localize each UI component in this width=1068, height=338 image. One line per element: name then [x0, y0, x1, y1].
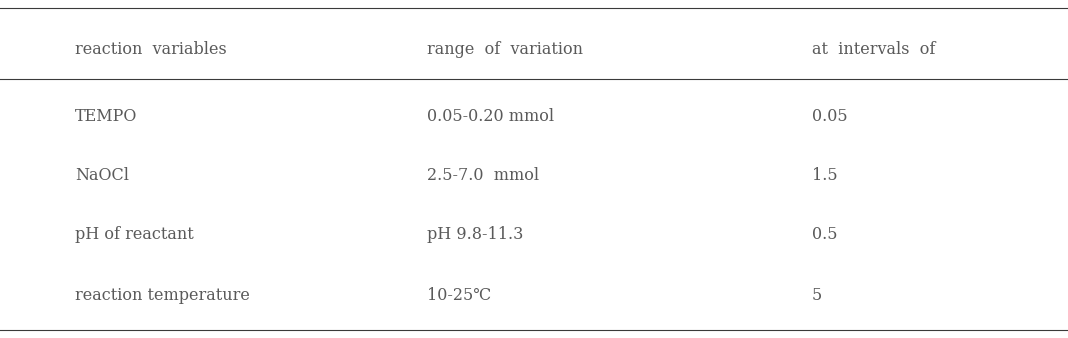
Text: 10-25℃: 10-25℃: [427, 287, 491, 304]
Text: 0.05-0.20 mmol: 0.05-0.20 mmol: [427, 108, 554, 125]
Text: at  intervals  of: at intervals of: [812, 41, 936, 57]
Text: reaction temperature: reaction temperature: [75, 287, 250, 304]
Text: pH 9.8-11.3: pH 9.8-11.3: [427, 226, 523, 243]
Text: NaOCl: NaOCl: [75, 167, 129, 184]
Text: reaction  variables: reaction variables: [75, 41, 226, 57]
Text: pH of reactant: pH of reactant: [75, 226, 193, 243]
Text: 0.05: 0.05: [812, 108, 847, 125]
Text: 1.5: 1.5: [812, 167, 837, 184]
Text: 0.5: 0.5: [812, 226, 837, 243]
Text: 5: 5: [812, 287, 822, 304]
Text: range  of  variation: range of variation: [427, 41, 583, 57]
Text: TEMPO: TEMPO: [75, 108, 137, 125]
Text: 2.5-7.0  mmol: 2.5-7.0 mmol: [427, 167, 539, 184]
